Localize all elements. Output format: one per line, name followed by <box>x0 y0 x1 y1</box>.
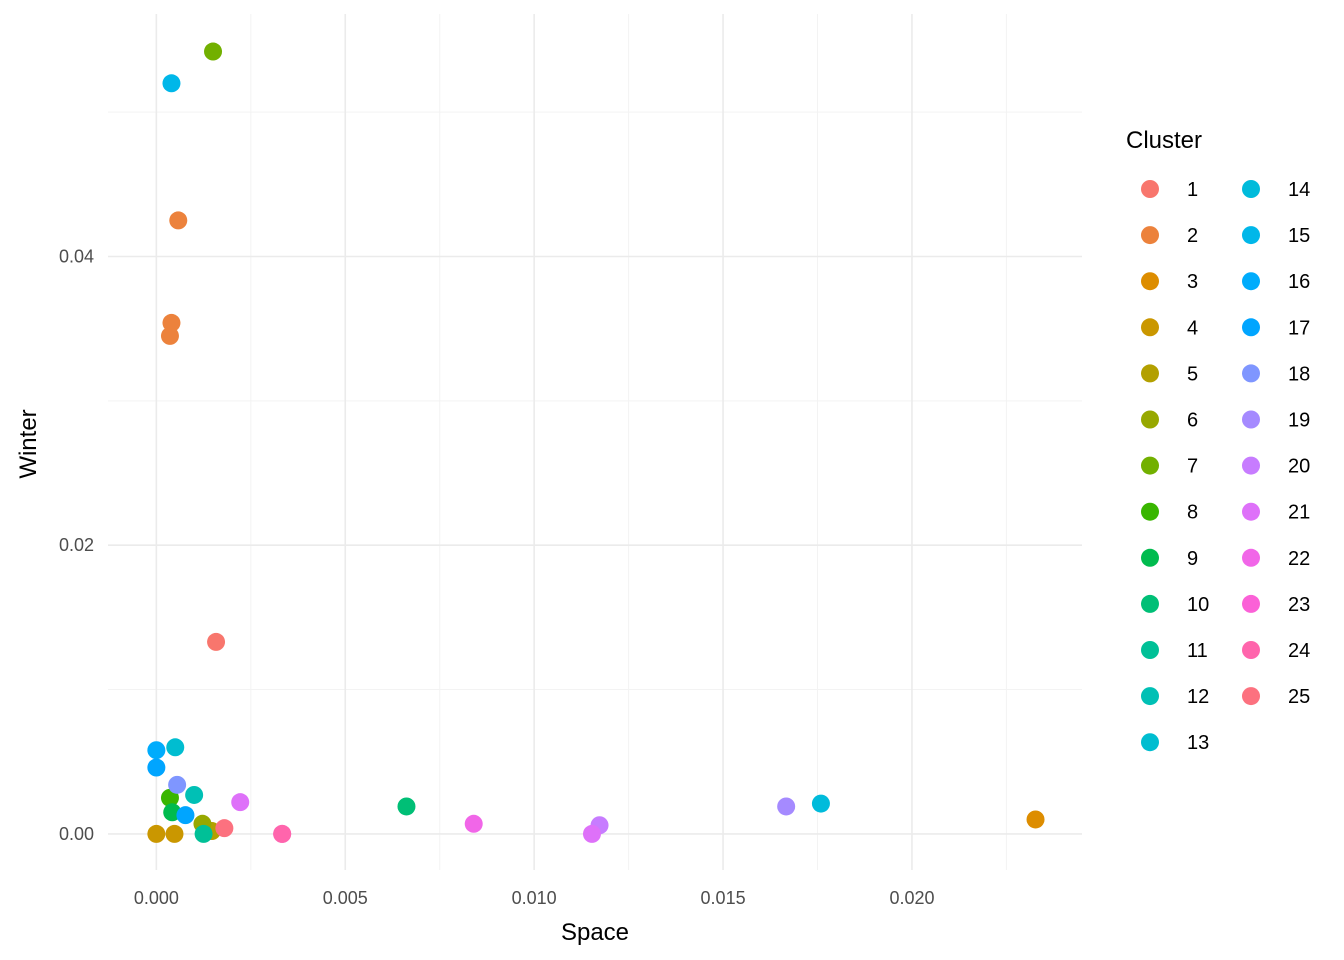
legend-label-21: 21 <box>1288 502 1310 524</box>
legend-label-2: 2 <box>1187 225 1198 247</box>
x-tick-label: 0.020 <box>889 888 934 908</box>
legend-label-23: 23 <box>1288 594 1310 616</box>
x-tick-label: 0.000 <box>134 888 179 908</box>
data-point-cluster-2 <box>169 211 188 230</box>
data-point-cluster-25 <box>215 819 234 838</box>
x-axis-title: Space <box>561 919 629 946</box>
y-tick-label: 0.00 <box>59 824 94 844</box>
legend-label-18: 18 <box>1288 363 1310 385</box>
data-point-cluster-17 <box>176 806 195 825</box>
x-tick-label: 0.015 <box>701 888 746 908</box>
legend-label-4: 4 <box>1187 317 1198 339</box>
legend-key-19 <box>1242 410 1260 429</box>
legend-key-12 <box>1141 687 1159 706</box>
x-tick-label: 0.010 <box>512 888 557 908</box>
data-point-cluster-2 <box>160 326 179 345</box>
legend-label-3: 3 <box>1187 271 1198 293</box>
legend-title: Cluster <box>1126 127 1202 154</box>
y-tick-label: 0.02 <box>59 535 94 555</box>
data-point-cluster-2 <box>162 313 181 332</box>
data-points <box>147 42 1045 843</box>
data-point-cluster-14 <box>811 794 830 813</box>
data-point-cluster-15 <box>162 74 181 93</box>
legend-label-10: 10 <box>1187 594 1209 616</box>
data-point-cluster-17 <box>147 758 166 777</box>
legend-key-18 <box>1242 364 1260 383</box>
legend-key-15 <box>1242 226 1260 245</box>
legend-key-6 <box>1141 410 1159 429</box>
legend-label-25: 25 <box>1288 686 1310 708</box>
minor-gridlines <box>108 14 1082 870</box>
data-point-cluster-12 <box>185 785 204 804</box>
legend-entries: 1234567891011121314151617181920212223242… <box>1141 179 1310 754</box>
legend-label-11: 11 <box>1187 640 1208 662</box>
data-point-cluster-7 <box>204 42 223 61</box>
legend-key-21 <box>1242 502 1260 521</box>
data-point-cluster-24 <box>273 824 292 843</box>
y-axis-tick-labels: 0.00 0.02 0.04 <box>59 247 94 844</box>
data-point-cluster-4 <box>147 824 166 843</box>
legend-key-4 <box>1141 318 1159 337</box>
legend-label-1: 1 <box>1187 179 1198 201</box>
legend-key-22 <box>1242 548 1260 567</box>
legend-key-16 <box>1242 272 1260 291</box>
data-point-cluster-21 <box>582 824 601 843</box>
legend-label-14: 14 <box>1288 179 1310 201</box>
x-axis-tick-labels: 0.000 0.005 0.010 0.015 0.020 <box>134 888 935 908</box>
data-point-cluster-3 <box>1026 810 1045 829</box>
legend-label-5: 5 <box>1187 363 1198 385</box>
legend-label-7: 7 <box>1187 456 1198 478</box>
legend-label-16: 16 <box>1288 271 1310 293</box>
data-point-cluster-10 <box>397 797 416 816</box>
legend-key-24 <box>1242 641 1260 659</box>
data-point-cluster-11 <box>194 824 213 843</box>
legend-label-12: 12 <box>1187 686 1209 708</box>
legend-key-25 <box>1242 687 1260 706</box>
major-gridlines <box>108 14 1082 870</box>
data-point-cluster-1 <box>207 632 226 651</box>
data-point-cluster-22 <box>464 814 483 833</box>
legend-key-2 <box>1141 226 1159 245</box>
legend-key-20 <box>1242 456 1260 475</box>
data-point-cluster-18 <box>168 775 187 794</box>
legend-key-3 <box>1141 272 1159 291</box>
legend-label-17: 17 <box>1288 317 1310 339</box>
data-point-cluster-16 <box>147 741 166 760</box>
legend-label-13: 13 <box>1187 732 1209 754</box>
data-point-cluster-21 <box>231 793 250 812</box>
legend-label-8: 8 <box>1187 502 1198 524</box>
legend-key-14 <box>1242 180 1260 198</box>
legend-key-11 <box>1141 641 1159 659</box>
legend-key-9 <box>1141 548 1159 567</box>
legend-key-23 <box>1242 594 1260 613</box>
y-axis-title: Winter <box>15 409 42 478</box>
legend-label-24: 24 <box>1288 640 1310 662</box>
legend-key-1 <box>1141 180 1159 198</box>
y-tick-label: 0.04 <box>59 247 94 267</box>
data-point-cluster-13 <box>166 738 185 757</box>
legend-key-5 <box>1141 364 1159 383</box>
legend-label-15: 15 <box>1288 225 1310 247</box>
legend-key-13 <box>1141 733 1159 752</box>
x-tick-label: 0.005 <box>323 888 368 908</box>
legend-key-17 <box>1242 318 1260 337</box>
legend-label-6: 6 <box>1187 410 1198 432</box>
data-point-cluster-4 <box>165 824 184 843</box>
legend-label-20: 20 <box>1288 456 1310 478</box>
legend: Cluster 12345678910111213141516171819202… <box>1126 127 1310 754</box>
legend-label-22: 22 <box>1288 548 1310 570</box>
legend-key-10 <box>1141 594 1159 613</box>
legend-key-7 <box>1141 456 1159 475</box>
data-point-cluster-19 <box>777 797 796 816</box>
legend-label-19: 19 <box>1288 410 1310 432</box>
legend-label-9: 9 <box>1187 548 1198 570</box>
legend-key-8 <box>1141 502 1159 521</box>
